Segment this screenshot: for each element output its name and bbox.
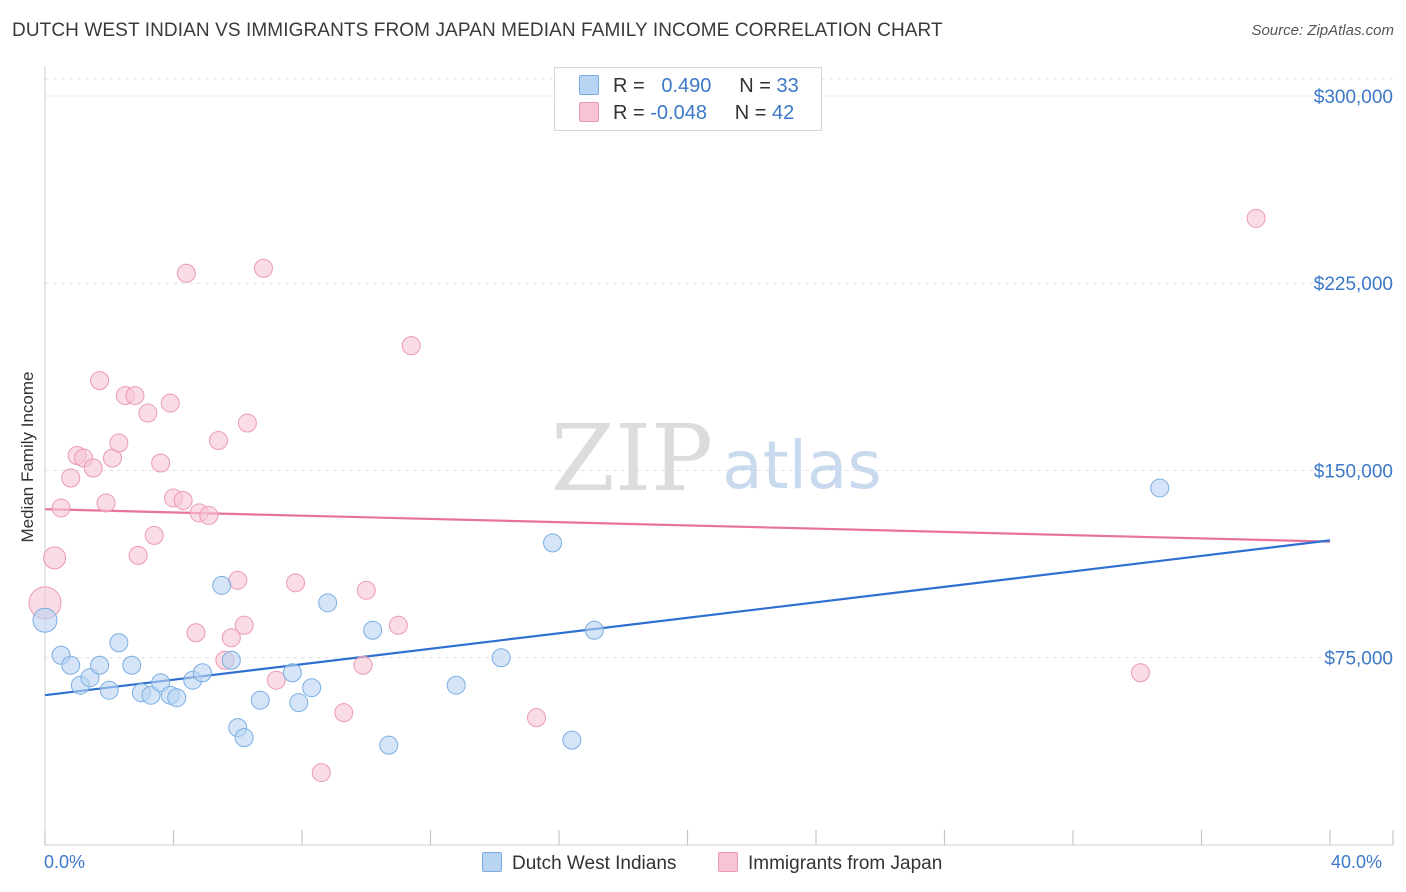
data-point-dutch-west-indians (99, 680, 119, 700)
data-point-dutch-west-indians (1150, 478, 1170, 498)
data-point-dutch-west-indians (250, 690, 270, 710)
data-point-dutch-west-indians (289, 693, 309, 713)
data-point-dutch-west-indians (221, 650, 241, 670)
data-point-dutch-west-indians (32, 607, 58, 633)
trend-line-dutch-west-indians (44, 539, 1331, 697)
data-point-immigrants-from-japan (1246, 208, 1266, 228)
data-point-immigrants-from-japan (160, 393, 180, 413)
axes (44, 66, 1394, 846)
data-point-immigrants-from-japan (43, 546, 67, 570)
y-tick-label: $300,000 (1314, 87, 1393, 108)
data-point-immigrants-from-japan (228, 570, 248, 590)
legend-n-value: 42 (772, 102, 795, 124)
legend-swatch-pink (579, 102, 599, 122)
data-point-dutch-west-indians (282, 663, 302, 683)
bottom-legend-swatch-pink (718, 852, 738, 872)
data-point-immigrants-from-japan (96, 493, 116, 513)
data-point-dutch-west-indians (543, 533, 563, 553)
data-point-immigrants-from-japan (401, 336, 421, 356)
watermark: ZIP atlas (551, 405, 882, 512)
data-point-dutch-west-indians (318, 593, 338, 613)
bottom-legend-item-pink: Immigrants from Japan (718, 852, 942, 875)
trend-lines (44, 508, 1331, 697)
gridlines (45, 78, 1393, 659)
data-point-dutch-west-indians (363, 620, 383, 640)
bottom-legend-label-pink: Immigrants from Japan (748, 853, 943, 874)
legend-swatch-blue (579, 75, 599, 95)
data-point-immigrants-from-japan (151, 453, 171, 473)
data-point-dutch-west-indians (167, 688, 187, 708)
x-tick-label-min: 0.0% (44, 852, 86, 872)
bottom-legend-swatch-blue (482, 852, 502, 872)
data-point-dutch-west-indians (90, 655, 110, 675)
data-point-immigrants-from-japan (90, 371, 110, 391)
data-point-immigrants-from-japan (266, 670, 286, 690)
legend-row-blue: R = 0.490 N = 33 (579, 75, 799, 98)
data-point-dutch-west-indians (212, 575, 232, 595)
legend-n-label: N = (734, 102, 767, 124)
data-point-immigrants-from-japan (138, 403, 158, 423)
data-point-dutch-west-indians (446, 675, 466, 695)
y-tick-labels: $300,000 $225,000 $150,000 $75,000 (1314, 87, 1393, 670)
y-tick-label: $225,000 (1314, 274, 1393, 295)
data-point-immigrants-from-japan (83, 458, 103, 478)
data-point-immigrants-from-japan (388, 615, 408, 635)
data-point-dutch-west-indians (584, 620, 604, 640)
data-point-immigrants-from-japan (128, 545, 148, 565)
data-point-immigrants-from-japan (61, 468, 81, 488)
series-dutch-west-indians (32, 478, 1170, 755)
y-tick-label: $150,000 (1314, 461, 1393, 482)
legend-n-value: 33 (776, 75, 799, 97)
data-point-immigrants-from-japan (186, 623, 206, 643)
data-point-dutch-west-indians (234, 728, 254, 748)
data-point-immigrants-from-japan (176, 263, 196, 283)
data-point-dutch-west-indians (562, 730, 582, 750)
y-tick-label: $75,000 (1324, 649, 1393, 670)
data-point-immigrants-from-japan (311, 763, 331, 783)
data-point-dutch-west-indians (109, 633, 129, 653)
bottom-legend-label-blue: Dutch West Indians (512, 853, 677, 874)
data-point-immigrants-from-japan (199, 505, 219, 525)
data-point-immigrants-from-japan (234, 615, 254, 635)
data-point-dutch-west-indians (491, 648, 511, 668)
data-point-immigrants-from-japan (356, 580, 376, 600)
legend-row-pink: R = -0.048 N = 42 (579, 102, 794, 125)
data-point-immigrants-from-japan (253, 258, 273, 278)
data-point-immigrants-from-japan (237, 413, 257, 433)
legend-r-label: R = (613, 102, 645, 124)
x-tick-label-max: 40.0% (1331, 852, 1383, 872)
data-point-dutch-west-indians (61, 655, 81, 675)
source-label: Source: ZipAtlas.com (1251, 22, 1394, 39)
legend-r-label: R = (613, 75, 645, 97)
data-point-immigrants-from-japan (144, 525, 164, 545)
data-point-immigrants-from-japan (1130, 663, 1150, 683)
data-point-dutch-west-indians (122, 655, 142, 675)
bottom-legend-item-blue: Dutch West Indians (482, 852, 676, 875)
data-point-immigrants-from-japan (51, 498, 71, 518)
data-point-immigrants-from-japan (334, 703, 354, 723)
data-point-immigrants-from-japan (527, 708, 547, 728)
data-point-immigrants-from-japan (221, 628, 241, 648)
data-point-immigrants-from-japan (125, 386, 145, 406)
data-point-immigrants-from-japan (286, 573, 306, 593)
watermark-zip: ZIP (551, 405, 713, 512)
watermark-atlas: atlas (722, 427, 882, 504)
data-point-immigrants-from-japan (173, 490, 193, 510)
data-point-dutch-west-indians (302, 678, 322, 698)
data-point-dutch-west-indians (192, 663, 212, 683)
legend-r-value: -0.048 (650, 102, 707, 124)
data-point-immigrants-from-japan (109, 433, 129, 453)
data-point-immigrants-from-japan (353, 655, 373, 675)
data-point-dutch-west-indians (379, 735, 399, 755)
legend-r-value: 0.490 (661, 75, 712, 97)
legend-n-label: N = (739, 75, 771, 97)
data-point-immigrants-from-japan (208, 431, 228, 451)
correlation-legend: R = 0.490 N = 33 R = -0.048 N = 42 (554, 67, 822, 131)
trend-line-immigrants-from-japan (44, 508, 1331, 543)
series-immigrants-from-japan (28, 208, 1266, 783)
chart-title: DUTCH WEST INDIAN VS IMMIGRANTS FROM JAP… (12, 20, 943, 41)
